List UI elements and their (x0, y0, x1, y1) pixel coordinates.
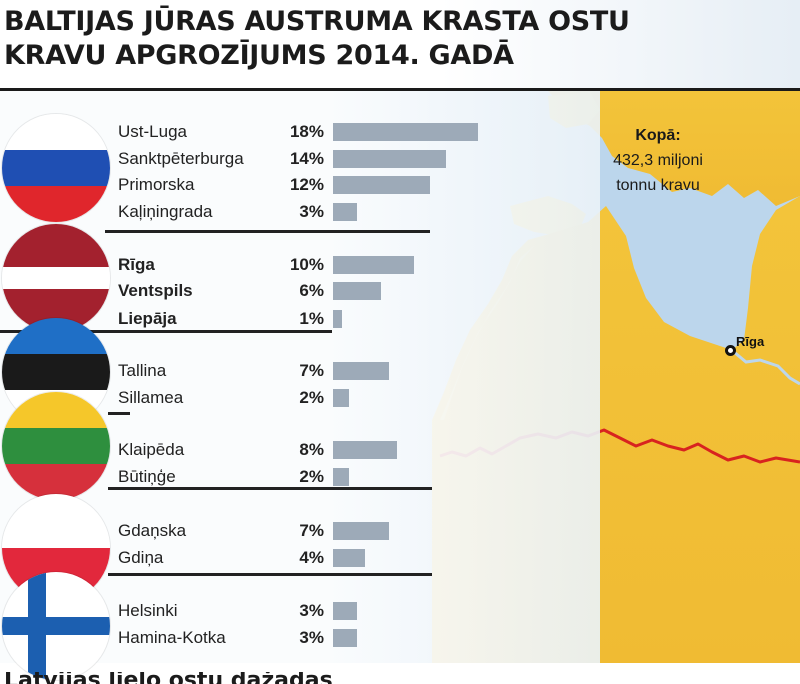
port-bar (333, 549, 365, 567)
group-separator-1 (105, 230, 430, 233)
port-percentage-label: 3% (299, 628, 324, 647)
russia-flag (2, 114, 110, 222)
port-percentage-label: 1% (299, 309, 324, 328)
port-name: Hamina-Kotka (118, 628, 226, 647)
flag-stripe (2, 354, 110, 390)
port-bar (333, 123, 478, 141)
group-separator-5 (108, 573, 432, 576)
port-bar (333, 176, 430, 194)
finland-flag (2, 572, 110, 680)
port-name: Gdiņa (118, 548, 164, 567)
total-title: Kopā: (635, 127, 681, 144)
port-name: Kaļiņingrada (118, 202, 213, 221)
port-percentage-label: 12% (289, 175, 324, 194)
port-bar (333, 441, 397, 459)
port-percentage-label: 7% (299, 521, 324, 540)
flag-stripe (2, 150, 110, 186)
flag-stripe (2, 428, 110, 464)
lithuania-flag (2, 392, 110, 500)
title-block: BALTIJAS JŪRAS AUSTRUMA KRASTA OSTU KRAV… (0, 0, 800, 90)
port-percentage-label: 2% (299, 388, 324, 407)
chart-title-line-2: KRAVU APGROZĪJUMS 2014. GADĀ (4, 40, 514, 71)
daugava-river (733, 350, 800, 386)
latvia-flag (2, 224, 110, 332)
port-percentage-label: 7% (299, 361, 324, 380)
footer-cut-headline: Latvijas lielo ostu dažādas (4, 672, 364, 684)
port-name: Ventspils (118, 281, 193, 300)
total-label: Kopā: 432,3 miljoni tonnu kravu (586, 123, 730, 198)
port-bar (333, 389, 349, 407)
port-name: Klaipēda (118, 440, 185, 459)
riga-marker (725, 345, 736, 356)
port-bar (333, 362, 389, 380)
finland-cross-icon (2, 572, 110, 680)
port-bar (333, 150, 446, 168)
port-percentage-label: 2% (299, 467, 324, 486)
port-bar (333, 522, 389, 540)
flag-stripe (2, 267, 110, 289)
flag-stripe (2, 245, 110, 268)
chart-title-line-1: BALTIJAS JŪRAS AUSTRUMA KRASTA OSTU (4, 6, 630, 37)
port-name: Rīga (118, 255, 155, 274)
port-name: Liepāja (118, 309, 177, 328)
port-name: Tallina (118, 361, 167, 380)
port-name: Sanktpēterburga (118, 149, 244, 168)
port-bar (333, 468, 349, 486)
total-value: 432,3 miljoni (613, 152, 703, 169)
port-percentage-label: 18% (289, 122, 324, 141)
port-bar (333, 203, 357, 221)
port-bar (333, 256, 414, 274)
port-percentage-label: 3% (299, 601, 324, 620)
riga-label: Rīga (736, 334, 765, 349)
port-name: Primorska (118, 175, 195, 194)
port-bar (333, 629, 357, 647)
port-percentage-label: 3% (299, 202, 324, 221)
estonia-land (548, 91, 800, 206)
flag-stripe (2, 288, 110, 311)
footer-headline-text: Latvijas lielo ostu dažādas (4, 672, 364, 684)
port-bar (333, 282, 381, 300)
group-separator-2 (0, 330, 332, 333)
port-name: Būtiņģe (118, 467, 176, 486)
port-bar (333, 602, 357, 620)
port-name: Gdaņska (118, 521, 187, 540)
port-name: Ust-Luga (118, 122, 187, 141)
port-percentage-label: 14% (289, 149, 324, 168)
port-percentage-label: 4% (299, 548, 324, 567)
port-bar (333, 310, 342, 328)
port-name: Sillamea (118, 388, 184, 407)
group-separator-4 (108, 487, 432, 490)
port-percentage-label: 6% (299, 281, 324, 300)
group-separator-3 (108, 412, 130, 415)
title-rule (0, 88, 800, 91)
total-unit: tonnu kravu (616, 177, 700, 194)
port-percentage-label: 8% (299, 440, 324, 459)
port-percentage-label: 10% (289, 255, 324, 274)
port-name: Helsinki (118, 601, 178, 620)
